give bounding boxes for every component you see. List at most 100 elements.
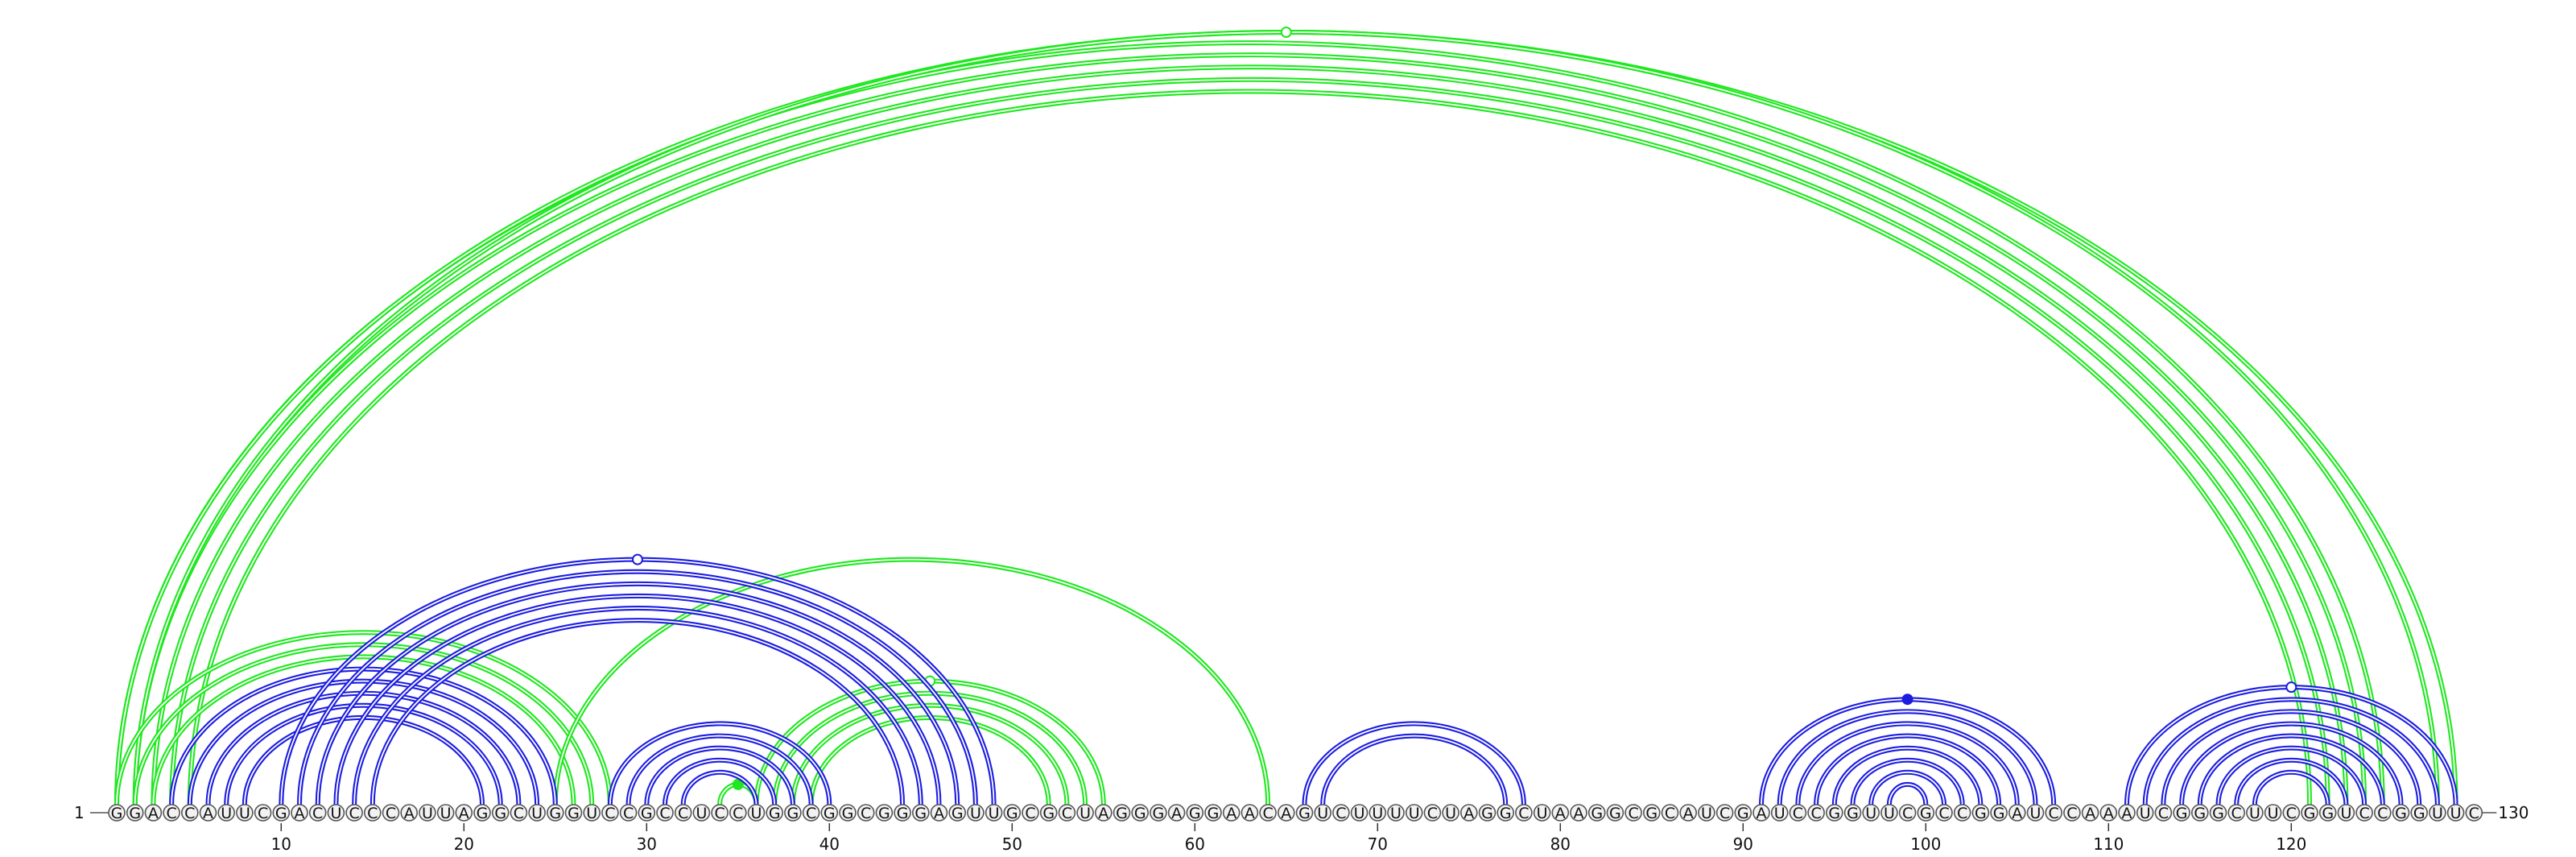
nucleotide-13: U: [327, 804, 345, 822]
nucleotide-66: G: [1295, 804, 1314, 822]
nucleotide-letter: C: [258, 805, 268, 822]
nucleotide-circle: [546, 804, 564, 822]
nucleotide-circle: [163, 804, 180, 822]
nucleotide-circle: [1917, 804, 1935, 822]
nucleotide-61: G: [1204, 804, 1222, 822]
nucleotide-39: C: [802, 804, 820, 822]
nucleotide-72: U: [1405, 804, 1423, 822]
nucleotide-63: A: [1241, 804, 1259, 822]
nucleotide-circle: [967, 804, 985, 822]
nucleotide-circle: [729, 804, 747, 822]
nucleotide-letter: A: [459, 805, 469, 822]
nucleotide-75: A: [1460, 804, 1478, 822]
nucleotide-circle: [2374, 804, 2392, 822]
base-pair-arc-39-52: [808, 714, 1051, 805]
nucleotide-circle: [2191, 804, 2209, 822]
nucleotide-circle: [1022, 804, 1039, 822]
nucleotide-18: U: [419, 804, 436, 822]
nucleotide-115: G: [2191, 804, 2209, 822]
nucleotide-119: U: [2264, 804, 2282, 822]
nucleotide-circle: [1222, 804, 1241, 822]
nucleotide-17: A: [400, 804, 419, 822]
nucleotide-circle: [217, 804, 236, 822]
nucleotide-47: G: [948, 804, 966, 822]
nucleotide-letter: U: [239, 805, 250, 822]
nucleotide-93: C: [1789, 804, 1807, 822]
nucleotide-circle: [1807, 804, 1825, 822]
nucleotide-129: U: [2446, 804, 2465, 822]
nucleotide-circle: [400, 804, 419, 822]
nucleotide-letter: U: [2249, 805, 2260, 822]
nucleotide-circle: [1734, 804, 1752, 822]
base-pair-arc-67-77: [1320, 733, 1509, 805]
nucleotide-letter: C: [1665, 805, 1675, 822]
nucleotide-circle: [1606, 804, 1624, 822]
nucleotide-9: C: [254, 804, 272, 822]
base-pair-arc-95-103: [1831, 745, 1984, 805]
nucleotide-letter: A: [1245, 805, 1255, 822]
nucleotide-37: G: [766, 804, 784, 822]
nucleotide-letter: U: [1409, 805, 1420, 822]
nucleotide-letter: A: [1171, 805, 1182, 822]
nucleotide-circle: [144, 804, 163, 822]
nucleotide-33: U: [692, 804, 711, 822]
nucleotide-circle: [2446, 804, 2465, 822]
nucleotide-circle: [236, 804, 254, 822]
nucleotide-64: C: [1259, 804, 1277, 822]
nucleotide-14: C: [345, 804, 363, 822]
nucleotide-circle: [1259, 804, 1277, 822]
nucleotide-letter: G: [568, 805, 580, 822]
nucleotide-letter: C: [1062, 805, 1072, 822]
base-pair-arc-4-122: [169, 77, 2330, 805]
nucleotide-circle: [363, 804, 382, 822]
nucleotide-letter: G: [1828, 805, 1840, 822]
nucleotide-120: C: [2282, 804, 2301, 822]
nucleotide-53: C: [1058, 804, 1076, 822]
nucleotide-23: C: [510, 804, 528, 822]
nucleotide-circle: [948, 804, 966, 822]
nucleotide-31: C: [656, 804, 674, 822]
nucleotide-123: U: [2337, 804, 2355, 822]
nucleotide-letter: C: [1938, 805, 1949, 822]
nucleotide-letter: G: [2194, 805, 2206, 822]
base-pair-arc-gap: [335, 595, 940, 805]
nucleotide-letter: U: [1372, 805, 1383, 822]
base-pair-arc-gap: [171, 78, 2329, 805]
arc-group-blue-hairpin-120: [2124, 681, 2458, 805]
nucleotide-letter: C: [514, 805, 524, 822]
nucleotide-letter: G: [1591, 805, 1603, 822]
nucleotide-122: G: [2318, 804, 2337, 822]
nucleotide-circle: [1643, 804, 1661, 822]
nucleotide-letter: G: [1134, 805, 1146, 822]
base-pair-arc-gap: [116, 42, 2384, 805]
arc-group-green-long-right: [552, 557, 1271, 805]
start-position-label: 1: [74, 803, 85, 822]
nucleotide-letter: C: [2469, 805, 2479, 822]
nucleotide-85: G: [1643, 804, 1661, 822]
nucleotide-107: C: [2045, 804, 2062, 822]
nucleotide-110: A: [2099, 804, 2118, 822]
nucleotide-letter: G: [1500, 805, 1512, 822]
nucleotide-letter: G: [477, 805, 489, 822]
nucleotide-letter: G: [275, 805, 287, 822]
nucleotide-letter: A: [2085, 805, 2095, 822]
nucleotide-circle: [2063, 804, 2081, 822]
nucleotide-circle: [2118, 804, 2136, 822]
nucleotide-circle: [1442, 804, 1459, 822]
tick-label-120: 120: [2276, 834, 2306, 854]
nucleotide-letter: U: [1865, 805, 1876, 822]
nucleotide-letter: U: [2030, 805, 2041, 822]
nucleotide-111: A: [2118, 804, 2136, 822]
nucleotide-circle: [1990, 804, 2008, 822]
nucleotide-letter: U: [1354, 805, 1365, 822]
nucleotide-36: U: [747, 804, 766, 822]
nucleotide-letter: G: [2413, 805, 2425, 822]
nucleotide-82: G: [1587, 804, 1606, 822]
nucleotide-103: G: [1971, 804, 1990, 822]
base-pair-arc-gap: [774, 692, 1086, 805]
nucleotide-circle: [1953, 804, 1971, 822]
nucleotide-circle: [1460, 804, 1478, 822]
nucleotide-90: G: [1734, 804, 1752, 822]
base-pair-arc-gap: [609, 722, 831, 805]
nucleotide-circle: [1405, 804, 1423, 822]
